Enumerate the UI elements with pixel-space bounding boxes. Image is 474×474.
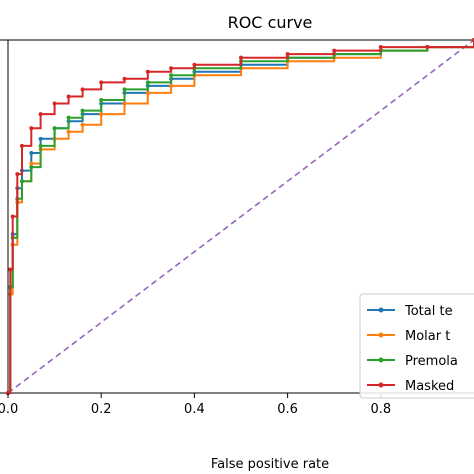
series-point <box>66 94 71 99</box>
series-point <box>38 136 43 141</box>
legend-swatch-marker <box>378 307 384 313</box>
legend-label: Molar t <box>405 329 450 344</box>
series-point <box>52 101 57 106</box>
series-point <box>145 80 150 85</box>
series-point <box>38 112 43 117</box>
series-point <box>169 83 174 88</box>
series-point <box>425 45 430 50</box>
plot-area: 0.0 0.2 0.4 0.6 0.8 <box>0 38 474 417</box>
series-point <box>122 76 127 81</box>
series-point <box>80 122 85 127</box>
legend: Total te Molar t Premola Masked <box>359 293 474 399</box>
series-point <box>99 112 104 117</box>
series-point <box>15 172 20 177</box>
series-point <box>145 69 150 74</box>
series-point <box>239 55 243 60</box>
series-point <box>29 165 34 170</box>
series-point <box>52 126 57 131</box>
series-point <box>29 126 34 131</box>
legend-label: Premola <box>405 354 458 369</box>
series-point <box>145 90 150 95</box>
series-point <box>38 143 43 148</box>
legend-swatch-marker <box>378 382 384 388</box>
series-line <box>8 40 474 394</box>
legend-label: Total te <box>404 304 453 319</box>
x-tick-label: 0.0 <box>0 402 18 417</box>
series-point <box>80 87 85 92</box>
series-point <box>66 129 71 134</box>
series-point <box>169 66 174 71</box>
series-4 <box>6 38 474 395</box>
series-point <box>10 214 15 219</box>
x-tick-label: 0.4 <box>184 402 205 417</box>
x-tick-label: 0.6 <box>277 402 298 417</box>
legend-box <box>359 293 474 399</box>
series-point <box>332 48 337 53</box>
legend-swatch-marker <box>378 357 384 363</box>
series-point <box>66 115 71 120</box>
series-point <box>80 108 85 113</box>
x-tick-label: 0.2 <box>91 402 112 417</box>
series-point <box>99 98 104 103</box>
series-point <box>19 143 24 148</box>
legend-swatch-marker <box>378 332 384 338</box>
series-point <box>99 80 104 85</box>
series-point <box>378 45 383 50</box>
series-point <box>29 161 34 166</box>
series-point <box>285 52 290 57</box>
series-point <box>169 73 174 78</box>
series-point <box>19 179 24 184</box>
reference-diagonal-line <box>7 39 474 394</box>
series-point <box>29 150 34 155</box>
series-point <box>122 101 127 106</box>
x-tick-label: 0.8 <box>370 402 391 417</box>
series-point <box>192 62 197 67</box>
series-point <box>122 87 127 92</box>
x-axis-label: False positive rate <box>211 457 329 472</box>
chart-title: ROC curve <box>228 13 313 32</box>
legend-label: Masked <box>405 379 454 394</box>
series-point <box>8 267 13 272</box>
